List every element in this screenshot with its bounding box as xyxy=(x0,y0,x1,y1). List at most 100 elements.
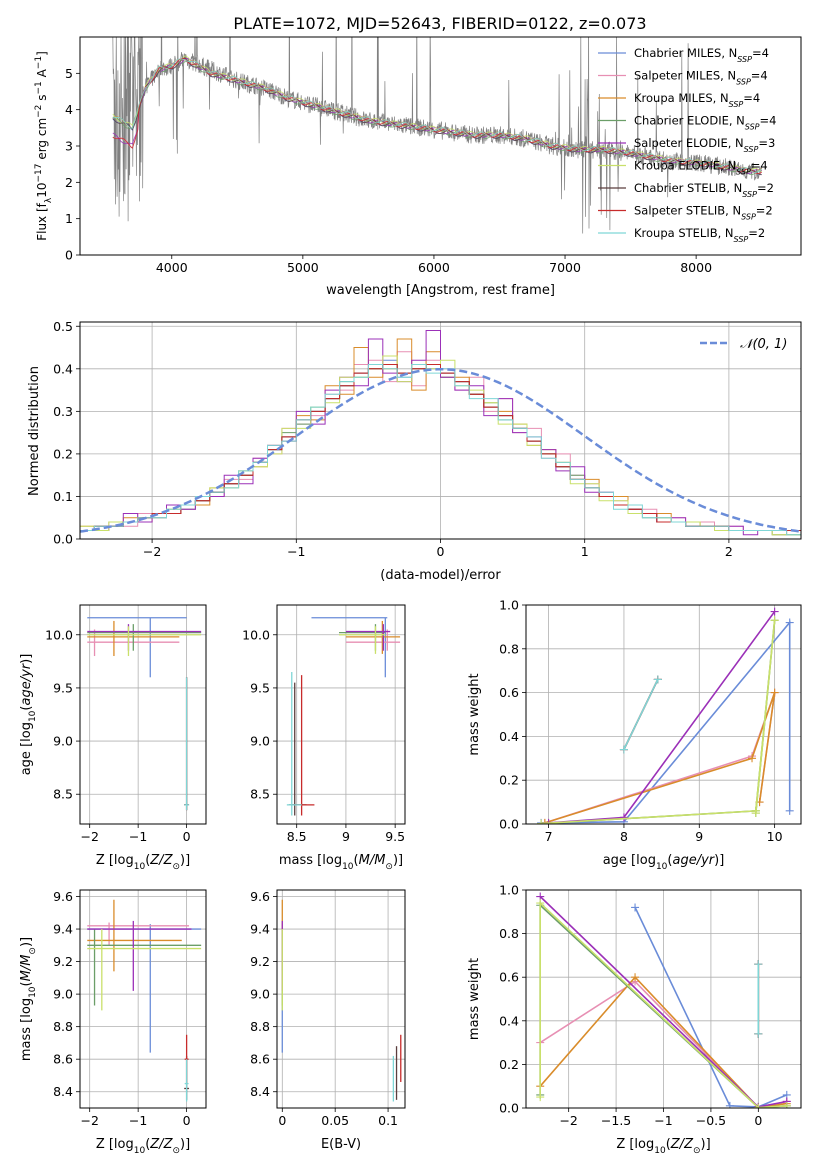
x-tick-label: −2 xyxy=(143,544,161,559)
legend-entry: Chabrier ELODIE, NSSP=4 xyxy=(634,114,776,132)
legend-entry: Salpeter STELIB, NSSP=2 xyxy=(634,204,773,222)
y-tick-label: 0.4 xyxy=(53,361,73,376)
weight-marker-5 xyxy=(751,809,760,818)
y-tick-label: 3 xyxy=(65,139,73,154)
x-tick-label: 0.1 xyxy=(378,1113,398,1128)
normal-curve xyxy=(80,368,801,533)
y-tick-label: 0.4 xyxy=(499,1013,519,1028)
x-tick-label: −1 xyxy=(129,829,147,844)
axes-frame xyxy=(79,321,802,540)
y-tick-label: 9.4 xyxy=(250,922,270,937)
y-axis-label: Normed distribution xyxy=(27,366,42,496)
y-tick-label: 1.0 xyxy=(499,883,519,898)
plot-area xyxy=(536,892,791,1108)
axes-frame xyxy=(79,889,207,1109)
y-tick-label: 9.6 xyxy=(53,889,73,904)
plot-area xyxy=(112,37,763,234)
weight-marker-0 xyxy=(631,903,640,912)
x-tick-label: −2 xyxy=(80,1113,98,1128)
x-tick-label: 8 xyxy=(620,829,628,844)
y-tick-label: 9.4 xyxy=(53,922,73,937)
x-tick-label: 0 xyxy=(183,829,191,844)
x-tick-label: 0 xyxy=(183,1113,191,1128)
figure-title: PLATE=1072, MJD=52643, FIBERID=0122, z=0… xyxy=(233,14,646,33)
x-tick-label: 9.5 xyxy=(385,829,405,844)
y-tick-label: 10.0 xyxy=(242,627,270,642)
y-tick-label: 8.4 xyxy=(250,1084,270,1099)
weight-marker-0 xyxy=(785,806,794,815)
weight-marker-0 xyxy=(785,618,794,627)
z-weight-plot: −2 −1.5 −1 −0.5 0 0.0 0.2 0.4 0.6 0.8 1.0 Z [log10(… xyxy=(467,883,802,1156)
y-axis-label: age [log10(age/yr)] xyxy=(19,654,38,776)
weight-marker-2 xyxy=(770,688,779,697)
x-tick-label: −1.5 xyxy=(601,1113,631,1128)
x-tick-label: 8.5 xyxy=(287,829,307,844)
x-axis-label: (data-model)/error xyxy=(380,568,501,583)
weight-marker-2 xyxy=(631,973,640,982)
x-axis-label: E(B-V) xyxy=(321,1137,361,1152)
x-tick-label: 10 xyxy=(767,829,783,844)
legend-entry: Kroupa ELODIE, NSSP=4 xyxy=(634,159,768,177)
x-tick-label: 7000 xyxy=(549,260,581,275)
y-tick-label: 8.8 xyxy=(53,1019,73,1034)
y-tick-label: 0.6 xyxy=(499,685,519,700)
plot-area xyxy=(537,607,794,824)
y-tick-label: 9.5 xyxy=(250,680,270,695)
x-tick-label: 5000 xyxy=(287,260,319,275)
ebv-mass-errorbar-plot: 0 0.05 0.1 8.4 8.6 8.8 9.0 9.2 9.4 9.6 E(B-V) xyxy=(250,889,406,1152)
weight-line-5 xyxy=(539,901,787,1108)
y-tick-label: 0.0 xyxy=(53,532,73,547)
y-tick-label: 0.6 xyxy=(499,970,519,985)
weight-line-8 xyxy=(623,679,659,750)
weight-line-4 xyxy=(548,611,776,824)
axes-frame xyxy=(79,604,207,825)
x-tick-label: −0.5 xyxy=(696,1113,726,1128)
weight-line-2 xyxy=(539,976,787,1108)
y-tick-label: 0.5 xyxy=(53,319,73,334)
y-tick-label: 0.4 xyxy=(499,729,519,744)
x-tick-label: 4000 xyxy=(156,260,188,275)
y-tick-label: 0.2 xyxy=(499,1057,519,1072)
x-tick-label: −2 xyxy=(80,829,98,844)
x-tick-label: 0 xyxy=(754,1113,762,1128)
weight-marker-4 xyxy=(619,813,628,822)
x-tick-label: 0 xyxy=(437,544,445,559)
x-axis-label: Z [log10(Z/Z⊙)] xyxy=(96,853,190,872)
x-tick-label: 1 xyxy=(581,544,589,559)
weight-marker-8 xyxy=(653,675,662,684)
x-axis-label: wavelength [Angstrom, rest frame] xyxy=(326,283,555,298)
data-spectrum-line xyxy=(112,37,763,234)
spectrum-plot: 4000 5000 6000 7000 8000 0 1 2 3 4 5 wavelength [An… xyxy=(34,36,802,298)
weight-line-2 xyxy=(544,692,776,824)
legend-entry: Salpeter MILES, NSSP=4 xyxy=(634,69,768,87)
weight-line-5 xyxy=(541,620,776,824)
x-axis-label: mass [log10(M/M⊙)] xyxy=(279,853,403,872)
weight-line-1 xyxy=(544,692,776,824)
y-tick-label: 9.2 xyxy=(250,954,270,969)
axes-frame xyxy=(79,36,802,256)
model-spectrum-8 xyxy=(112,58,762,173)
legend-entry: Chabrier MILES, NSSP=4 xyxy=(634,46,769,64)
y-tick-label: 8.6 xyxy=(53,1052,73,1067)
axes-frame xyxy=(525,889,802,1109)
x-tick-label: 2 xyxy=(725,544,733,559)
weight-marker-0 xyxy=(725,1101,734,1108)
y-tick-label: 0.0 xyxy=(499,817,519,832)
x-tick-label: 9 xyxy=(695,829,703,844)
x-tick-label: −1 xyxy=(654,1113,672,1128)
residuals-histogram: −2 −1 0 1 2 0.0 0.1 0.2 0.3 0.4 0.5 (data-model)/er… xyxy=(27,319,802,583)
y-tick-label: 8.8 xyxy=(250,1019,270,1034)
y-tick-label: 5 xyxy=(65,66,73,81)
y-tick-label: 0.3 xyxy=(53,404,73,419)
y-tick-label: 9.0 xyxy=(53,987,73,1002)
y-tick-label: 8.6 xyxy=(250,1052,270,1067)
x-axis-label: Z [log10(Z/Z⊙)] xyxy=(616,1137,710,1156)
y-tick-label: 1.0 xyxy=(499,598,519,613)
z-mass-errorbar-plot: −2 −1 0 8.4 8.6 8.8 9.0 9.2 9.4 9.6 Z [log10(Z/Z⊙)… xyxy=(19,889,207,1156)
y-tick-label: 0.2 xyxy=(53,446,73,461)
mass-age-errorbar-plot: 8.5 9 9.5 8.5 9.0 9.5 10.0 mass [log10(M/M⊙)] xyxy=(242,604,406,872)
y-tick-label: 9.2 xyxy=(53,954,73,969)
weight-marker-8 xyxy=(754,1029,763,1038)
x-tick-label: 9 xyxy=(342,829,350,844)
weight-marker-8 xyxy=(619,745,628,754)
